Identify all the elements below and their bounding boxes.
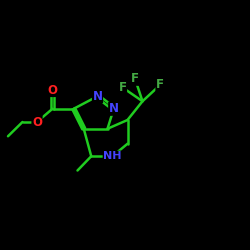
Text: F: F	[118, 81, 126, 94]
Text: F: F	[131, 72, 139, 85]
Text: O: O	[48, 84, 58, 96]
Text: N: N	[92, 90, 102, 103]
Text: O: O	[32, 116, 42, 128]
Text: NH: NH	[103, 151, 122, 161]
Text: F: F	[156, 78, 164, 92]
Text: N: N	[109, 102, 119, 115]
